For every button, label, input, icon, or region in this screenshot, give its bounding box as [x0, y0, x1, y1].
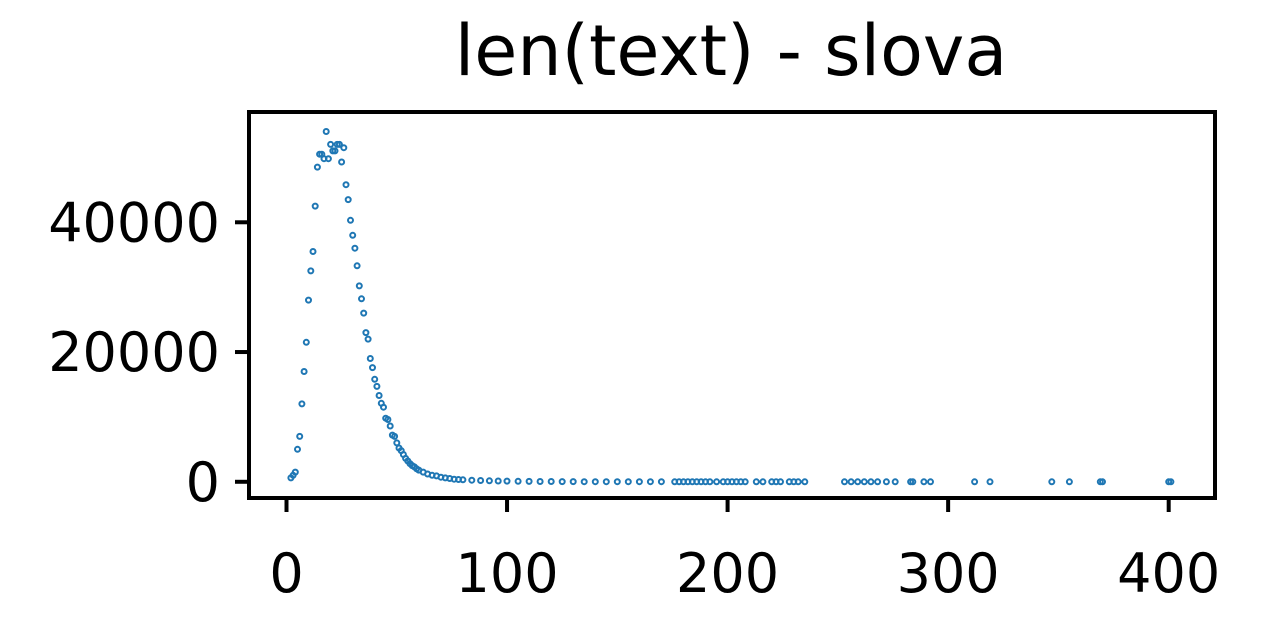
data-point: [624, 478, 632, 486]
data-point: [360, 309, 368, 317]
data-point: [291, 468, 299, 476]
data-point: [364, 335, 372, 343]
data-point: [384, 416, 392, 423]
data-point: [477, 477, 485, 484]
data-point: [569, 478, 577, 486]
data-point: [591, 478, 599, 486]
data-point: [353, 262, 361, 270]
data-point: [882, 478, 890, 486]
data-point: [752, 478, 760, 486]
data-point: [294, 445, 301, 453]
data-point: [547, 478, 555, 485]
data-point: [867, 478, 875, 486]
data-point: [927, 478, 934, 486]
x-axis: 0 100 200 300 400: [269, 498, 1220, 605]
data-point: [362, 329, 370, 337]
data-point: [366, 355, 374, 362]
data-point: [322, 128, 330, 135]
data-point: [468, 476, 476, 484]
data-point: [794, 478, 802, 486]
data-point: [485, 477, 493, 485]
data-point: [369, 364, 376, 372]
data-point: [347, 216, 354, 224]
data-point: [371, 375, 379, 383]
data-point: [338, 158, 346, 166]
data-point: [309, 248, 317, 255]
data-point: [657, 478, 665, 486]
data-point: [777, 478, 784, 486]
data-point: [503, 477, 511, 485]
data-point: [841, 478, 848, 486]
data-point: [391, 432, 399, 440]
x-tick-label: 400: [1117, 542, 1220, 605]
data-point: [854, 478, 862, 486]
plot-frame: [247, 110, 1217, 500]
data-point: [909, 478, 917, 486]
data-point: [342, 181, 350, 189]
data-point: [891, 478, 899, 486]
data-point: [525, 477, 533, 485]
data-point: [1048, 478, 1056, 486]
data-point: [1099, 478, 1106, 486]
data-point: [311, 202, 319, 210]
data-point: [558, 478, 566, 486]
x-tick-label: 200: [676, 542, 779, 605]
data-point: [373, 382, 381, 390]
data-point: [971, 478, 979, 486]
data-point: [1167, 478, 1175, 486]
data-point: [801, 478, 809, 486]
data-point: [580, 478, 588, 486]
data-point: [1065, 478, 1073, 486]
data-point: [307, 267, 315, 275]
data-point: [494, 477, 502, 485]
data-point: [302, 338, 310, 346]
data-point: [305, 296, 312, 304]
data-point: [713, 478, 721, 486]
data-point: [380, 403, 387, 411]
data-point: [300, 368, 308, 375]
data-point: [349, 231, 357, 239]
data-point: [536, 478, 544, 485]
y-tick-label: 40000: [48, 191, 220, 254]
x-tick-label: 0: [269, 542, 303, 605]
data-point: [860, 478, 868, 486]
data-point: [986, 478, 994, 486]
data-point: [351, 244, 359, 252]
data-point: [514, 477, 522, 485]
data-point: [344, 196, 352, 204]
data-point: [874, 478, 882, 486]
chart-title: len(text) - slova: [455, 10, 1007, 92]
data-point: [613, 478, 621, 486]
data-point: [920, 478, 928, 486]
y-tick-label: 0: [186, 451, 220, 514]
data-point: [296, 432, 304, 440]
data-point: [375, 392, 383, 399]
data-point: [324, 155, 332, 163]
data-point: [759, 478, 767, 486]
data-point: [298, 400, 306, 408]
data-point: [335, 140, 343, 148]
data-point: [602, 478, 610, 486]
x-tick-label: 100: [456, 542, 559, 605]
data-point: [646, 478, 654, 486]
data-point: [386, 422, 394, 430]
data-point: [635, 478, 643, 486]
data-point: [741, 478, 749, 486]
data-point: [355, 282, 363, 290]
data-point: [313, 163, 321, 171]
data-point: [459, 476, 467, 484]
data-point: [358, 295, 365, 303]
y-axis: 0 20000 40000: [48, 191, 249, 514]
data-points: [287, 128, 1175, 486]
x-tick-label: 300: [897, 542, 1000, 605]
data-point: [331, 147, 339, 155]
data-point: [327, 140, 335, 148]
data-point: [847, 478, 855, 486]
y-tick-label: 20000: [48, 321, 220, 384]
data-point: [340, 144, 348, 152]
data-point: [706, 478, 714, 486]
